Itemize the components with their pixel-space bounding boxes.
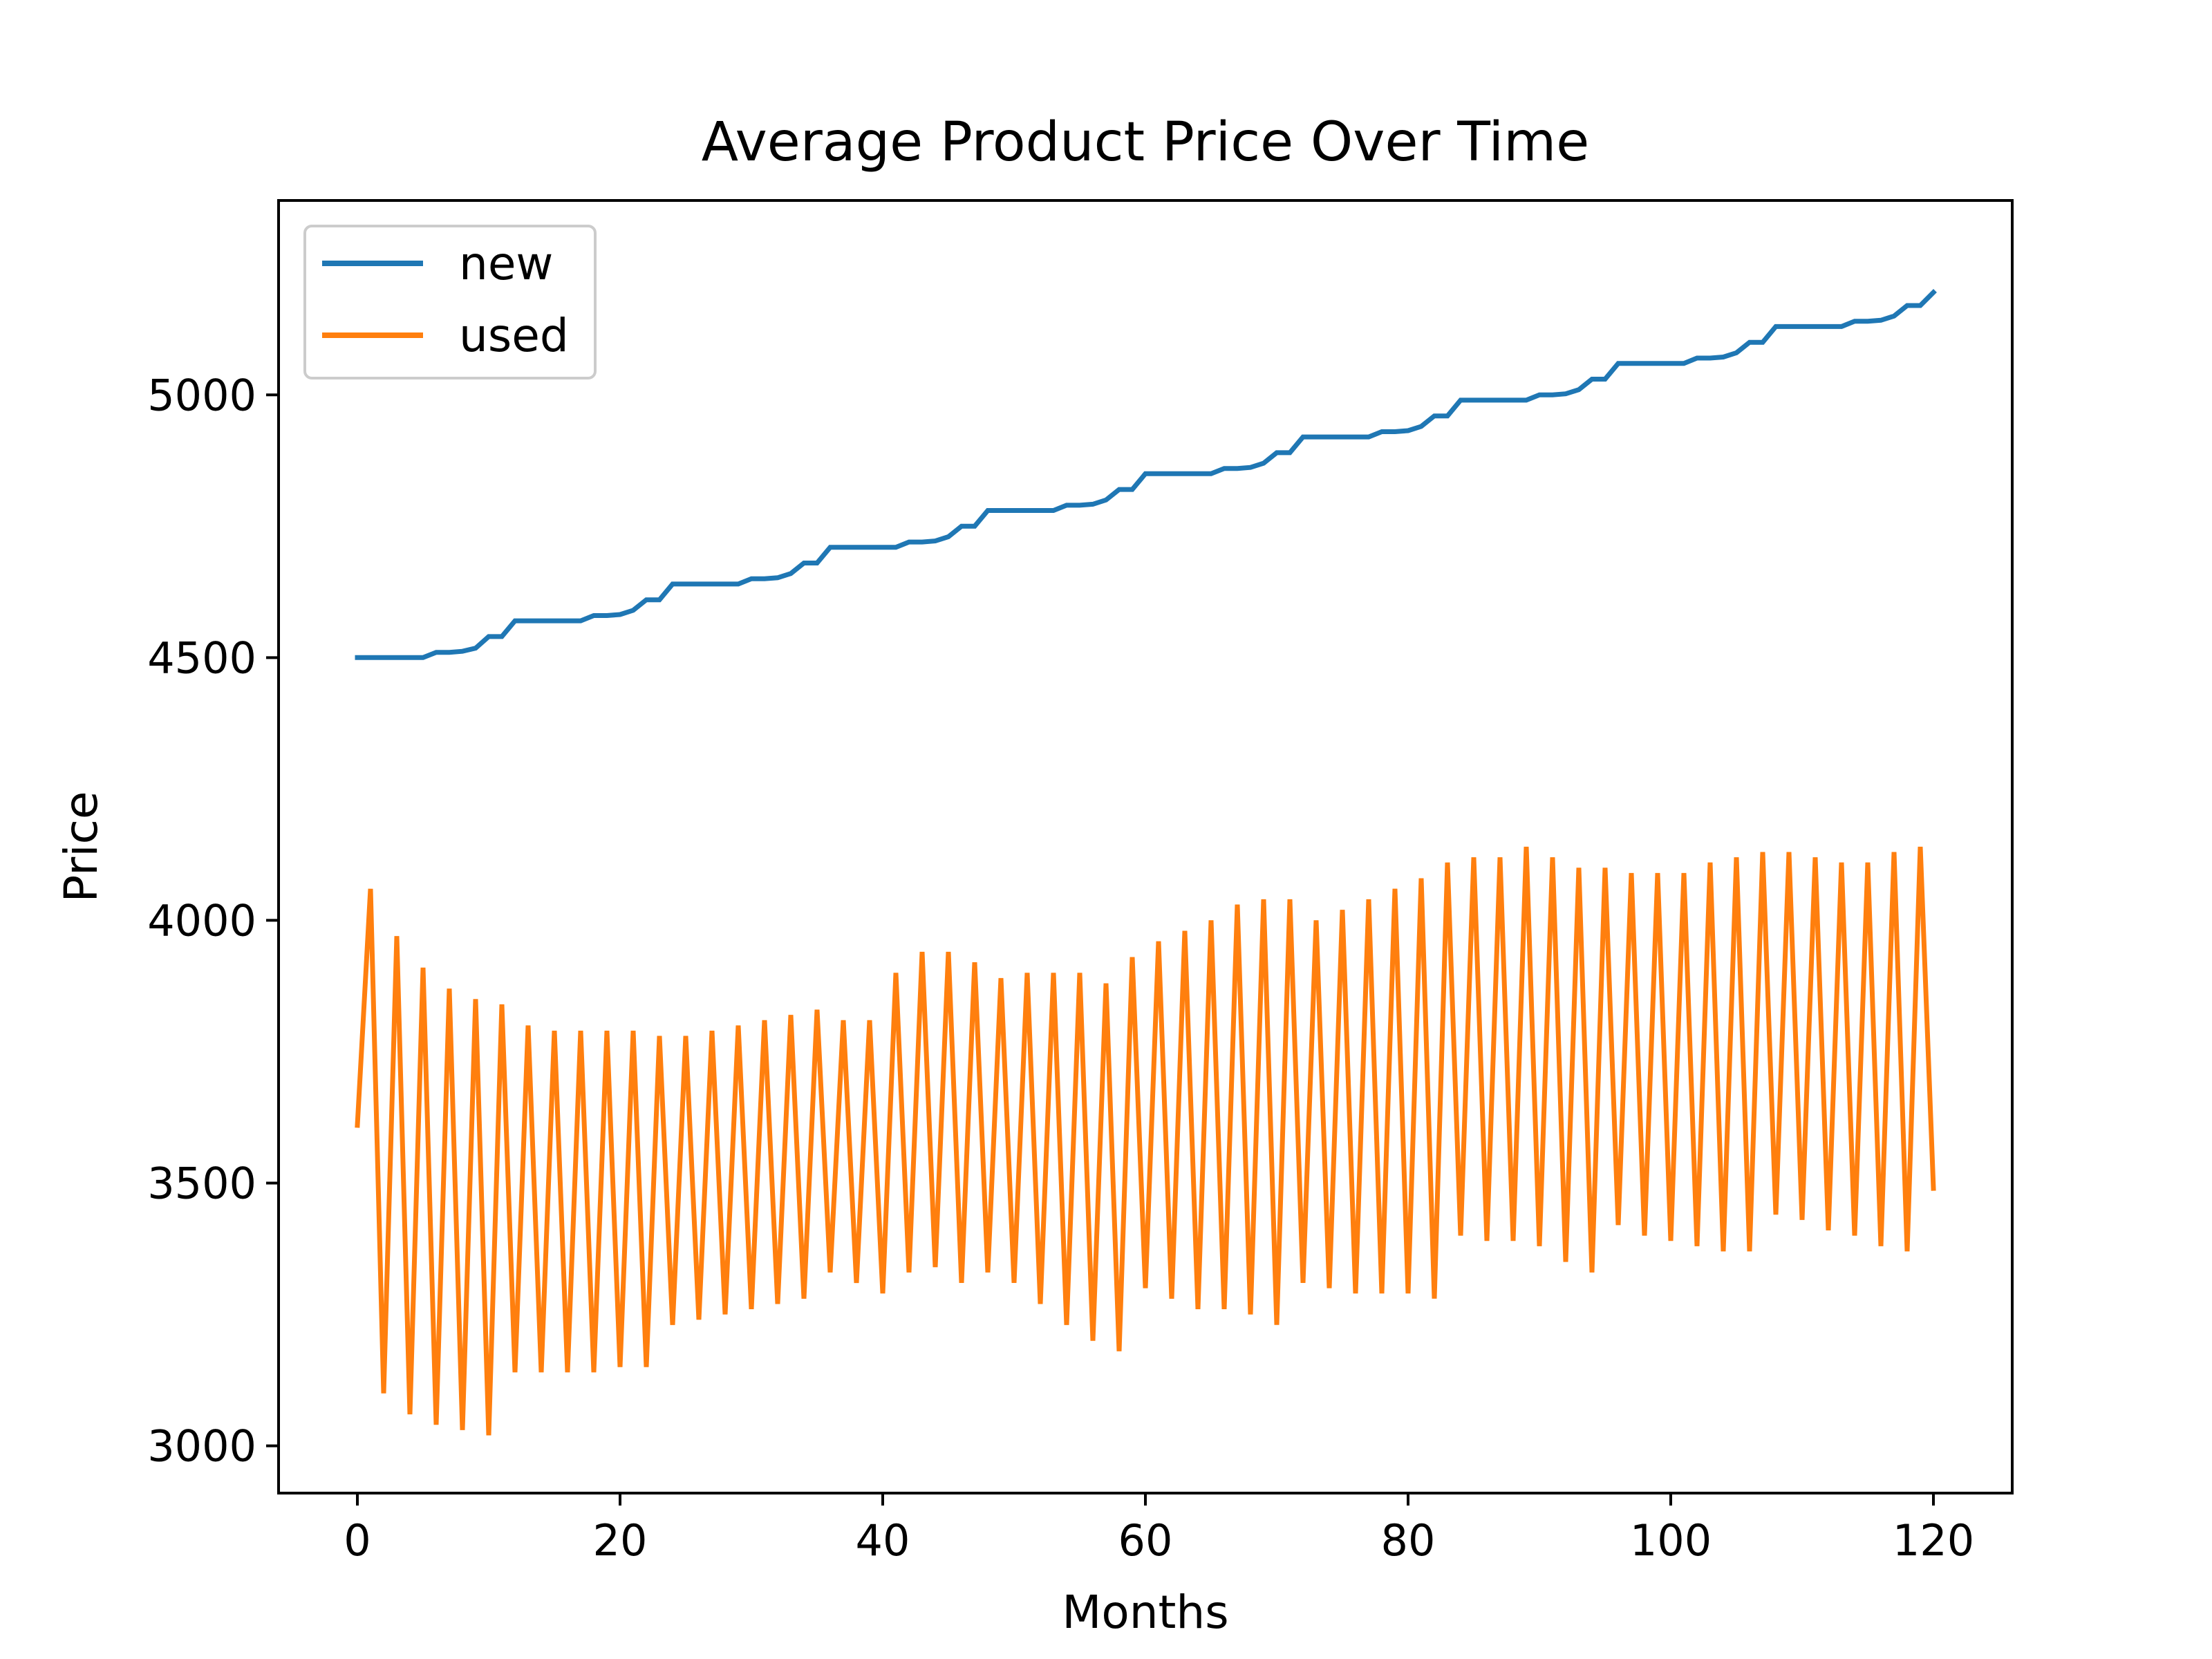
x-axis: 0 20 40 60 80 100 120 [344, 1493, 1974, 1566]
x-tick-label: 40 [856, 1515, 910, 1566]
x-axis-label: Months [1062, 1586, 1228, 1639]
x-tick-label: 120 [1893, 1515, 1974, 1566]
series-line-used [355, 846, 1936, 1436]
plot-series [355, 289, 1937, 1436]
legend-label-new: new [459, 237, 553, 290]
y-axis-label: Price [55, 791, 108, 902]
y-tick-label: 4500 [147, 632, 256, 683]
y-tick-label: 3500 [147, 1159, 256, 1209]
legend: new used [303, 225, 597, 379]
legend-label-used: used [459, 309, 569, 362]
x-tick-label: 60 [1118, 1515, 1173, 1566]
chart-title: Average Product Price Over Time [702, 111, 1589, 174]
y-tick-label: 5000 [147, 370, 256, 420]
y-tick-label: 4000 [147, 895, 256, 946]
y-tick-label: 3000 [147, 1421, 256, 1472]
x-tick-label: 20 [593, 1515, 648, 1566]
x-tick-label: 100 [1630, 1515, 1712, 1566]
x-tick-label: 80 [1381, 1515, 1436, 1566]
x-tick-label: 0 [344, 1515, 371, 1566]
y-axis: 3000 3500 4000 4500 5000 [147, 370, 279, 1472]
series-line-new [355, 289, 1937, 660]
